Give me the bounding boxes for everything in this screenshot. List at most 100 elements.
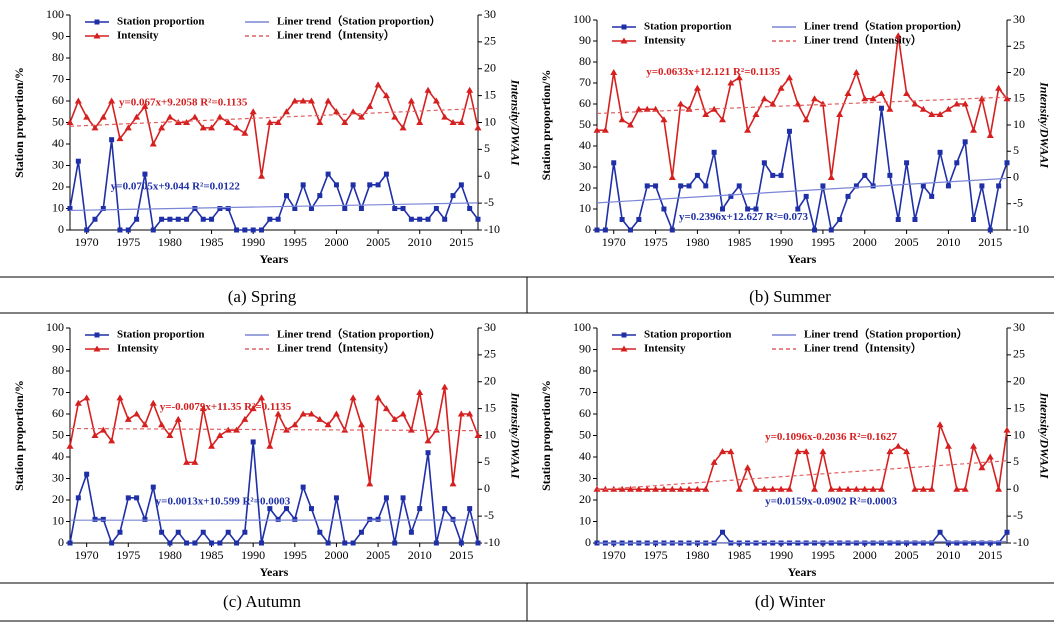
y2-tick-label: 25 — [484, 347, 496, 361]
x-tick-label: 1985 — [200, 548, 224, 562]
y2-tick-label: -10 — [1013, 535, 1029, 549]
legend-marker — [621, 332, 627, 338]
point — [391, 113, 399, 120]
point — [636, 217, 642, 222]
point — [408, 529, 414, 535]
point — [291, 97, 299, 104]
y2-tick-label: -10 — [484, 222, 500, 236]
point — [308, 506, 314, 512]
point — [861, 485, 869, 492]
point — [702, 485, 710, 492]
x-tick-label: 2015 — [978, 548, 1002, 562]
legend-marker — [620, 37, 628, 44]
annotation: y=0.0013x+10.599 R²=0.0003 — [156, 496, 291, 508]
y2-tick-label: 10 — [1013, 117, 1025, 131]
trend-line — [596, 460, 1008, 491]
point — [678, 183, 684, 189]
point — [350, 540, 356, 546]
point — [995, 84, 1003, 91]
point — [275, 516, 281, 522]
point — [861, 95, 869, 102]
point — [191, 113, 199, 120]
point — [300, 484, 306, 490]
point — [142, 516, 148, 522]
x-tick-label: 1995 — [283, 235, 307, 249]
point — [777, 84, 785, 91]
point — [929, 540, 935, 546]
y-tick-label: 100 — [46, 7, 64, 21]
point — [432, 97, 440, 104]
legend-marker — [621, 24, 627, 30]
point — [333, 495, 339, 501]
x-tick-label: 1980 — [158, 548, 182, 562]
y2-tick-label: 30 — [1013, 320, 1025, 334]
trend-line — [596, 540, 1008, 544]
y-tick-label: 30 — [52, 157, 64, 171]
x-axis-title: Years — [788, 565, 817, 579]
y-tick-label: 30 — [579, 159, 591, 173]
point — [199, 405, 207, 412]
point — [836, 485, 844, 492]
point — [166, 113, 174, 120]
point — [894, 442, 902, 449]
point — [761, 160, 767, 166]
y-axis-title: Station proportion/% — [12, 380, 26, 491]
point — [408, 216, 414, 222]
series-line — [597, 108, 1008, 233]
point — [382, 405, 390, 412]
point — [366, 480, 374, 487]
point — [694, 172, 700, 178]
y-tick-label: 70 — [52, 71, 64, 85]
y-tick-label: 20 — [579, 492, 591, 506]
point — [358, 206, 364, 211]
point — [727, 79, 735, 86]
legend-label: Liner trend（Station proportion） — [277, 328, 441, 341]
point — [919, 105, 927, 112]
y2-tick-label: 10 — [1013, 427, 1025, 441]
y-tick-label: 70 — [52, 384, 64, 398]
point — [802, 448, 810, 455]
point — [653, 183, 659, 189]
x-tick-label: 2005 — [895, 548, 919, 562]
point — [593, 126, 601, 133]
point — [342, 540, 348, 546]
point — [209, 216, 215, 222]
legend-label: Station proportion — [644, 21, 732, 33]
point — [117, 227, 123, 233]
point — [886, 105, 894, 112]
point — [660, 116, 668, 123]
point — [795, 540, 801, 546]
y-tick-label: 80 — [579, 54, 591, 68]
y2-tick-label: 30 — [484, 320, 496, 334]
legend-label: Liner trend（Station proportion） — [804, 328, 968, 341]
point — [668, 174, 676, 180]
point — [150, 227, 156, 233]
point — [199, 124, 207, 131]
y-tick-label: 10 — [579, 201, 591, 215]
annotation: y=0.067x+9.2058 R²=0.1135 — [119, 97, 248, 109]
point — [987, 540, 993, 546]
y-tick-label: 70 — [579, 75, 591, 89]
point — [928, 111, 936, 117]
series-line — [69, 83, 479, 177]
point — [216, 113, 224, 120]
annotation: y=-0.0079x+11.35 R²=0.1135 — [160, 401, 292, 413]
point — [611, 160, 617, 166]
y2-tick-label: 15 — [484, 400, 496, 414]
point — [457, 119, 465, 125]
point — [953, 100, 961, 107]
x-tick-label: 2005 — [895, 235, 919, 249]
point — [317, 529, 323, 535]
point — [870, 540, 876, 546]
point — [878, 105, 884, 111]
point — [986, 132, 994, 138]
point — [954, 540, 960, 546]
point — [91, 124, 99, 131]
point — [383, 171, 389, 177]
point — [150, 484, 156, 490]
point — [466, 86, 474, 93]
x-tick-label: 1970 — [602, 548, 626, 562]
point — [292, 516, 298, 522]
point — [75, 158, 81, 164]
point — [719, 116, 727, 123]
